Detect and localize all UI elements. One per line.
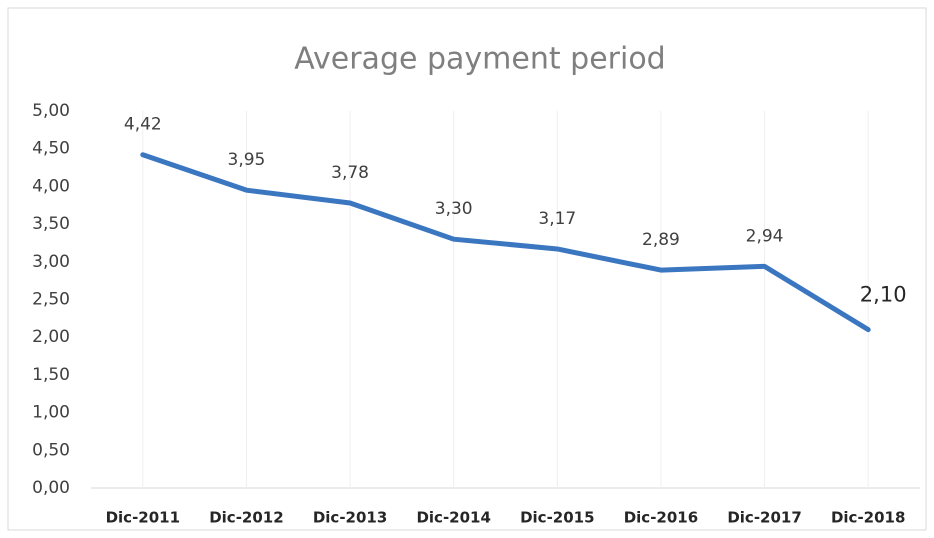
data-label: 3,17 <box>538 209 576 229</box>
x-tick-label: Dic-2014 <box>416 509 490 527</box>
x-tick-label: Dic-2011 <box>106 509 180 527</box>
x-tick-label: Dic-2013 <box>313 509 387 527</box>
y-tick-label: 1,50 <box>32 365 70 385</box>
y-tick-label: 2,50 <box>32 290 70 310</box>
y-tick-label: 1,00 <box>32 403 70 423</box>
y-tick-label: 0,50 <box>32 440 70 460</box>
data-label: 2,10 <box>860 283 907 307</box>
data-label: 2,89 <box>642 230 680 250</box>
x-tick-label: Dic-2012 <box>209 509 283 527</box>
y-tick-label: 3,00 <box>32 252 70 272</box>
data-label: 3,78 <box>331 163 369 183</box>
x-tick-label: Dic-2016 <box>624 509 698 527</box>
x-tick-label: Dic-2018 <box>831 509 905 527</box>
line-series <box>140 152 871 333</box>
data-label: 3,95 <box>228 150 266 170</box>
x-tick-label: Dic-2017 <box>727 509 801 527</box>
x-tick-label: Dic-2015 <box>520 509 594 527</box>
y-tick-label: 5,00 <box>32 101 70 121</box>
y-tick-label: 4,50 <box>32 139 70 159</box>
chart-title: Average payment period <box>294 42 665 77</box>
data-label: 2,94 <box>746 226 784 246</box>
data-label: 4,42 <box>124 115 162 135</box>
y-tick-label: 3,50 <box>32 214 70 234</box>
y-tick-label: 4,00 <box>32 176 70 196</box>
y-tick-label: 2,00 <box>32 327 70 347</box>
chart-frame <box>7 7 927 531</box>
data-label: 3,30 <box>435 199 473 219</box>
y-tick-label: 0,00 <box>32 478 70 498</box>
